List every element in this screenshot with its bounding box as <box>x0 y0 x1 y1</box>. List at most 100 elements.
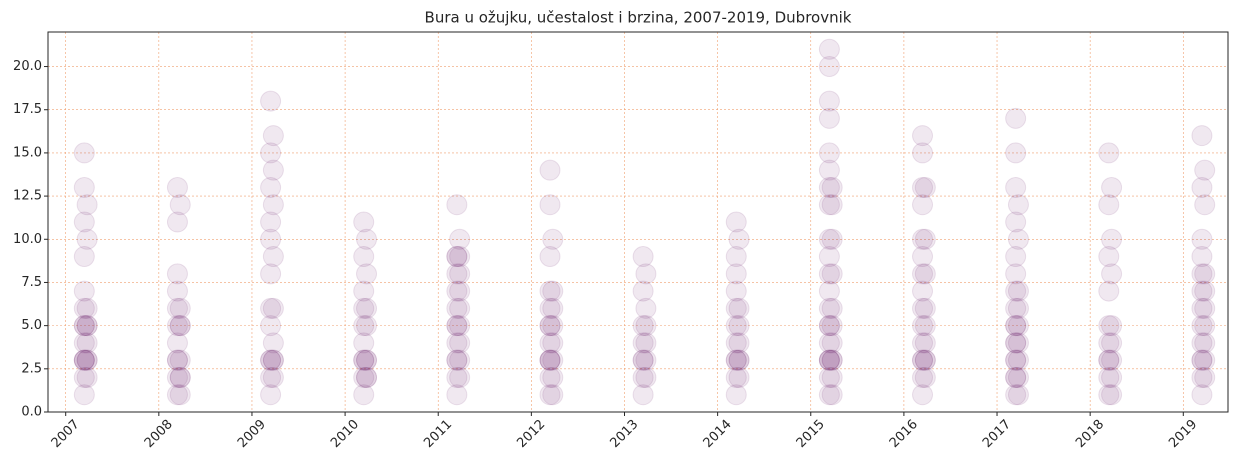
point <box>1101 315 1123 337</box>
point <box>76 332 98 354</box>
point <box>353 349 375 371</box>
point <box>635 263 657 285</box>
point <box>539 194 561 216</box>
point <box>1098 246 1120 268</box>
point <box>912 176 934 198</box>
point <box>1101 176 1123 198</box>
point <box>446 297 468 319</box>
point <box>1007 280 1029 302</box>
point <box>818 159 840 181</box>
point <box>446 246 468 268</box>
point <box>260 228 282 250</box>
point <box>260 297 282 319</box>
point <box>1194 280 1216 302</box>
point <box>914 263 936 285</box>
point <box>260 263 282 285</box>
point <box>1005 349 1027 371</box>
point <box>1101 349 1123 371</box>
point <box>1098 366 1120 388</box>
point <box>73 332 95 354</box>
point <box>356 366 378 388</box>
point <box>818 315 840 337</box>
point <box>1005 263 1027 285</box>
point <box>725 297 747 319</box>
point <box>166 349 188 371</box>
point <box>166 280 188 302</box>
point <box>169 315 191 337</box>
point <box>539 349 561 371</box>
point <box>818 384 840 406</box>
y-tick-label: 0.0 <box>21 405 42 420</box>
point <box>446 246 468 268</box>
point <box>539 332 561 354</box>
point <box>821 349 843 371</box>
point <box>912 194 934 216</box>
point <box>914 176 936 198</box>
point <box>1005 211 1027 233</box>
point <box>632 246 654 268</box>
point <box>1191 280 1213 302</box>
point <box>818 90 840 112</box>
point <box>1101 263 1123 285</box>
point <box>542 349 564 371</box>
point <box>1005 297 1027 319</box>
point <box>912 384 934 406</box>
point <box>818 263 840 285</box>
point <box>260 176 282 198</box>
point <box>1194 349 1216 371</box>
point <box>542 297 564 319</box>
point <box>635 332 657 354</box>
point <box>1191 228 1213 250</box>
point <box>821 349 843 371</box>
point <box>262 332 284 354</box>
point <box>725 349 747 371</box>
points <box>73 38 1216 406</box>
point <box>728 332 750 354</box>
point <box>73 366 95 388</box>
point <box>166 263 188 285</box>
point <box>1101 228 1123 250</box>
point <box>1005 280 1027 302</box>
point <box>1191 349 1213 371</box>
point <box>728 349 750 371</box>
point <box>818 176 840 198</box>
point <box>262 349 284 371</box>
point <box>449 263 471 285</box>
point <box>1194 194 1216 216</box>
point <box>356 297 378 319</box>
point <box>818 349 840 371</box>
point <box>166 176 188 198</box>
point <box>260 384 282 406</box>
point <box>818 315 840 337</box>
point <box>914 315 936 337</box>
point <box>1098 349 1120 371</box>
point <box>353 280 375 302</box>
y-tick-label: 20.0 <box>13 59 42 74</box>
point <box>1101 366 1123 388</box>
point <box>446 349 468 371</box>
point <box>1005 176 1027 198</box>
point <box>914 366 936 388</box>
point <box>1005 384 1027 406</box>
point <box>76 349 98 371</box>
point <box>73 297 95 319</box>
point <box>1007 315 1029 337</box>
point <box>262 194 284 216</box>
point <box>449 349 471 371</box>
y-tick-label: 2.5 <box>21 361 42 376</box>
point <box>912 125 934 147</box>
point <box>262 246 284 268</box>
point <box>449 246 471 268</box>
point <box>632 332 654 354</box>
point <box>1005 315 1027 337</box>
point <box>632 349 654 371</box>
point <box>73 384 95 406</box>
point <box>818 332 840 354</box>
point <box>166 384 188 406</box>
point <box>353 315 375 337</box>
point <box>725 211 747 233</box>
point <box>914 349 936 371</box>
point <box>353 246 375 268</box>
point <box>1007 349 1029 371</box>
